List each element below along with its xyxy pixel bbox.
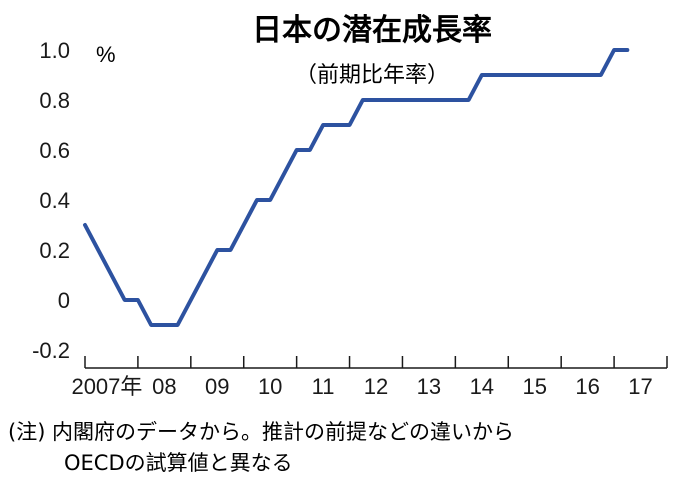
x-tick-label: 13 xyxy=(417,374,441,399)
x-tick-label: 10 xyxy=(258,374,282,399)
series-layer xyxy=(83,48,630,327)
x-tick-label: 16 xyxy=(575,374,599,399)
note-line-1: (注) 内閣府のデータから。推計の前提などの違いから xyxy=(8,420,514,444)
x-tick-label: 08 xyxy=(152,374,176,399)
y-tick-label: 0 xyxy=(58,288,70,313)
x-tick-label: 15 xyxy=(522,374,546,399)
note-line-2: OECDの試算値と異なる xyxy=(64,451,293,475)
x-axis-ticks: 2007年 08 09 10 11 12 13 14 15 16 17 xyxy=(71,356,668,399)
x-tick-label: 14 xyxy=(470,374,494,399)
x-tick-label: 17 xyxy=(628,374,652,399)
y-tick-label: 1.0 xyxy=(39,38,70,63)
y-tick-label: 0.2 xyxy=(39,238,70,263)
chart-subtitle: （前期比年率） xyxy=(295,63,449,88)
y-tick-label: 0.8 xyxy=(39,88,70,113)
y-axis-ticks: -0.2 0 0.2 0.4 0.6 0.8 1.0 xyxy=(32,38,70,363)
y-tick-label: 0.4 xyxy=(39,188,70,213)
series-line xyxy=(83,48,630,327)
y-tick-label: 0.6 xyxy=(39,138,70,163)
y-tick-label: -0.2 xyxy=(32,338,70,363)
x-tick-label: 11 xyxy=(312,374,335,399)
x-tick-label: 12 xyxy=(364,374,388,399)
y-unit-label: % xyxy=(96,42,116,67)
x-tick-label: 09 xyxy=(205,374,229,399)
x-tick-label: 2007年 xyxy=(71,374,142,399)
chart-title: 日本の潜在成長率 xyxy=(252,13,492,48)
